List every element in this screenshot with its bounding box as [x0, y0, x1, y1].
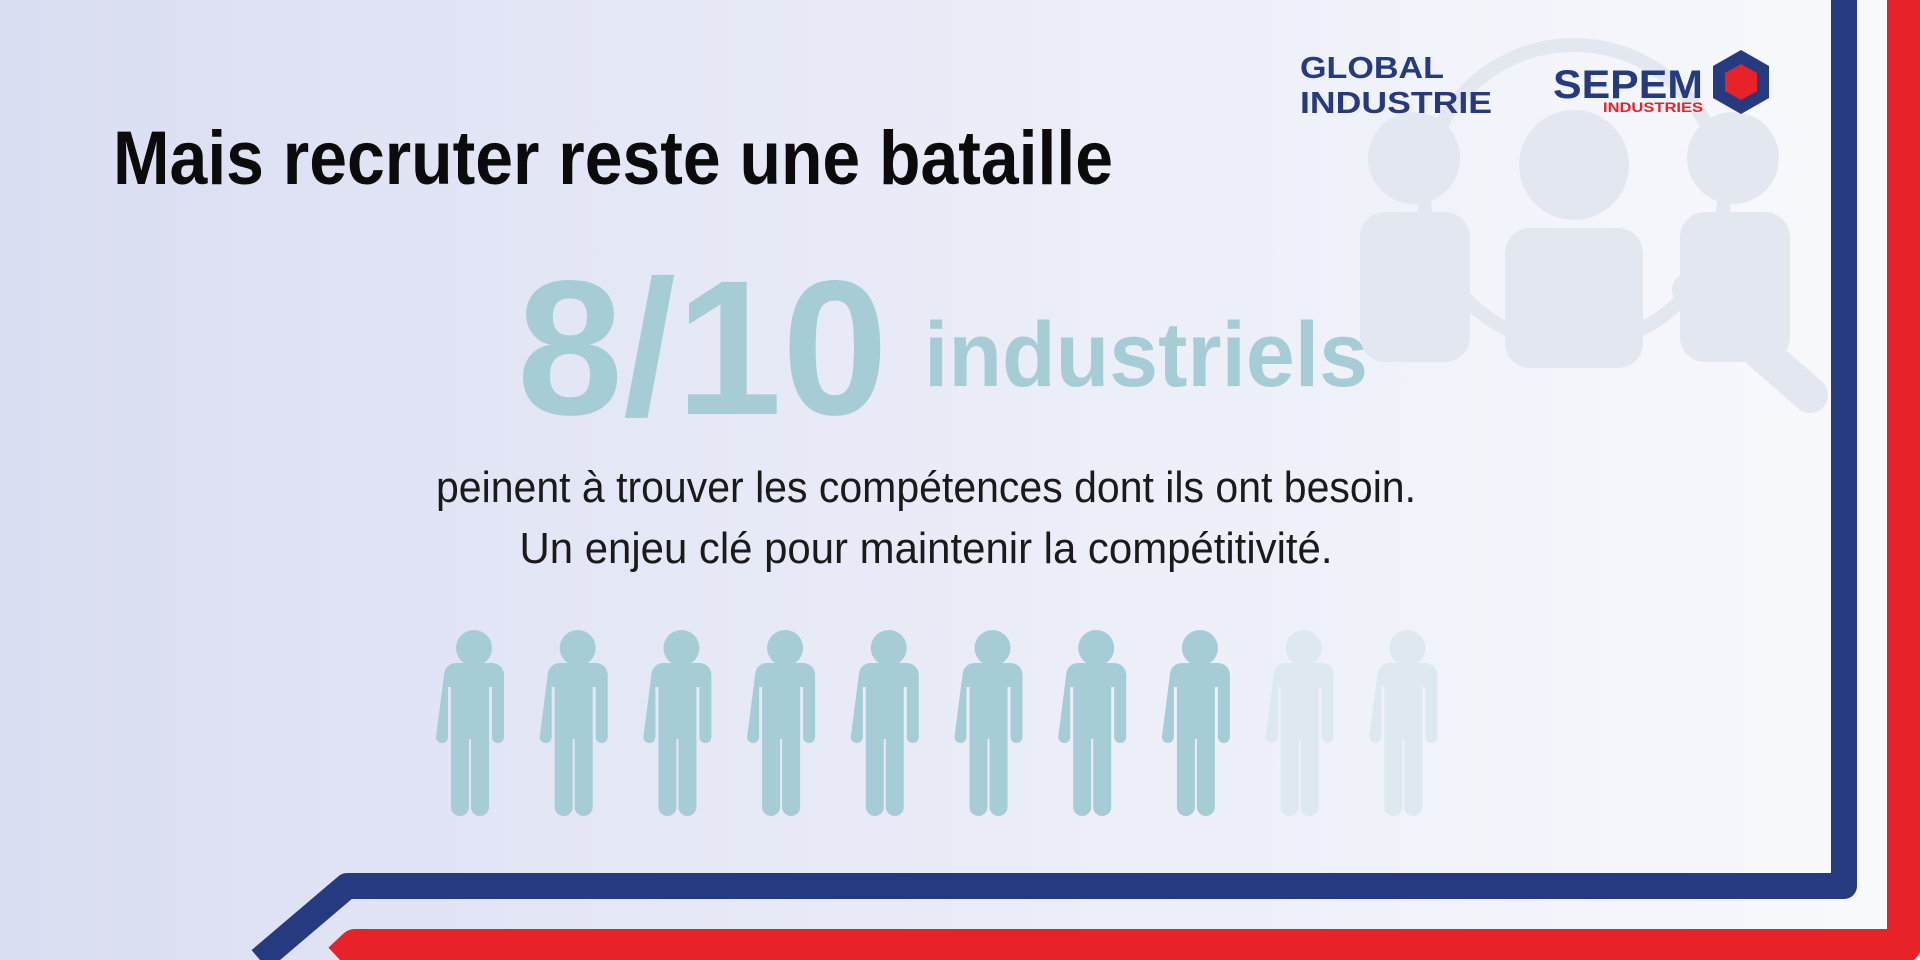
- person-icon: [850, 630, 919, 816]
- person-icon: [747, 630, 816, 816]
- body-line: peinent à trouver les compétences dont i…: [436, 463, 1416, 512]
- flag-border: [251, 0, 1920, 960]
- logo-text: INDUSTRIE: [1300, 85, 1492, 120]
- body-line: Un enjeu clé pour maintenir la compétiti…: [520, 524, 1333, 573]
- logo-sepem: SEPEM INDUSTRIES: [1553, 50, 1769, 115]
- stat-label: industriels: [924, 304, 1368, 406]
- logo-global-industrie: GLOBAL INDUSTRIE: [1300, 50, 1492, 120]
- person-icon: [436, 630, 504, 816]
- person-icon: [1369, 630, 1438, 816]
- person-icon: [1058, 630, 1127, 816]
- logo-text: INDUSTRIES: [1603, 99, 1703, 115]
- person-icon: [1161, 630, 1230, 816]
- person-icon: [954, 630, 1023, 816]
- logo-text: GLOBAL: [1300, 50, 1444, 85]
- background-illustration: [1360, 38, 1828, 413]
- person-icon: [643, 630, 712, 816]
- person-icon: [1265, 630, 1334, 816]
- logo-hexagon: [1725, 64, 1757, 100]
- logo-text: SEPEM: [1553, 63, 1703, 107]
- pictogram: [436, 630, 1438, 816]
- title: Mais recruter reste une bataille: [113, 116, 1113, 201]
- person-icon: [539, 630, 608, 816]
- stat-figure: 8/10: [517, 240, 888, 455]
